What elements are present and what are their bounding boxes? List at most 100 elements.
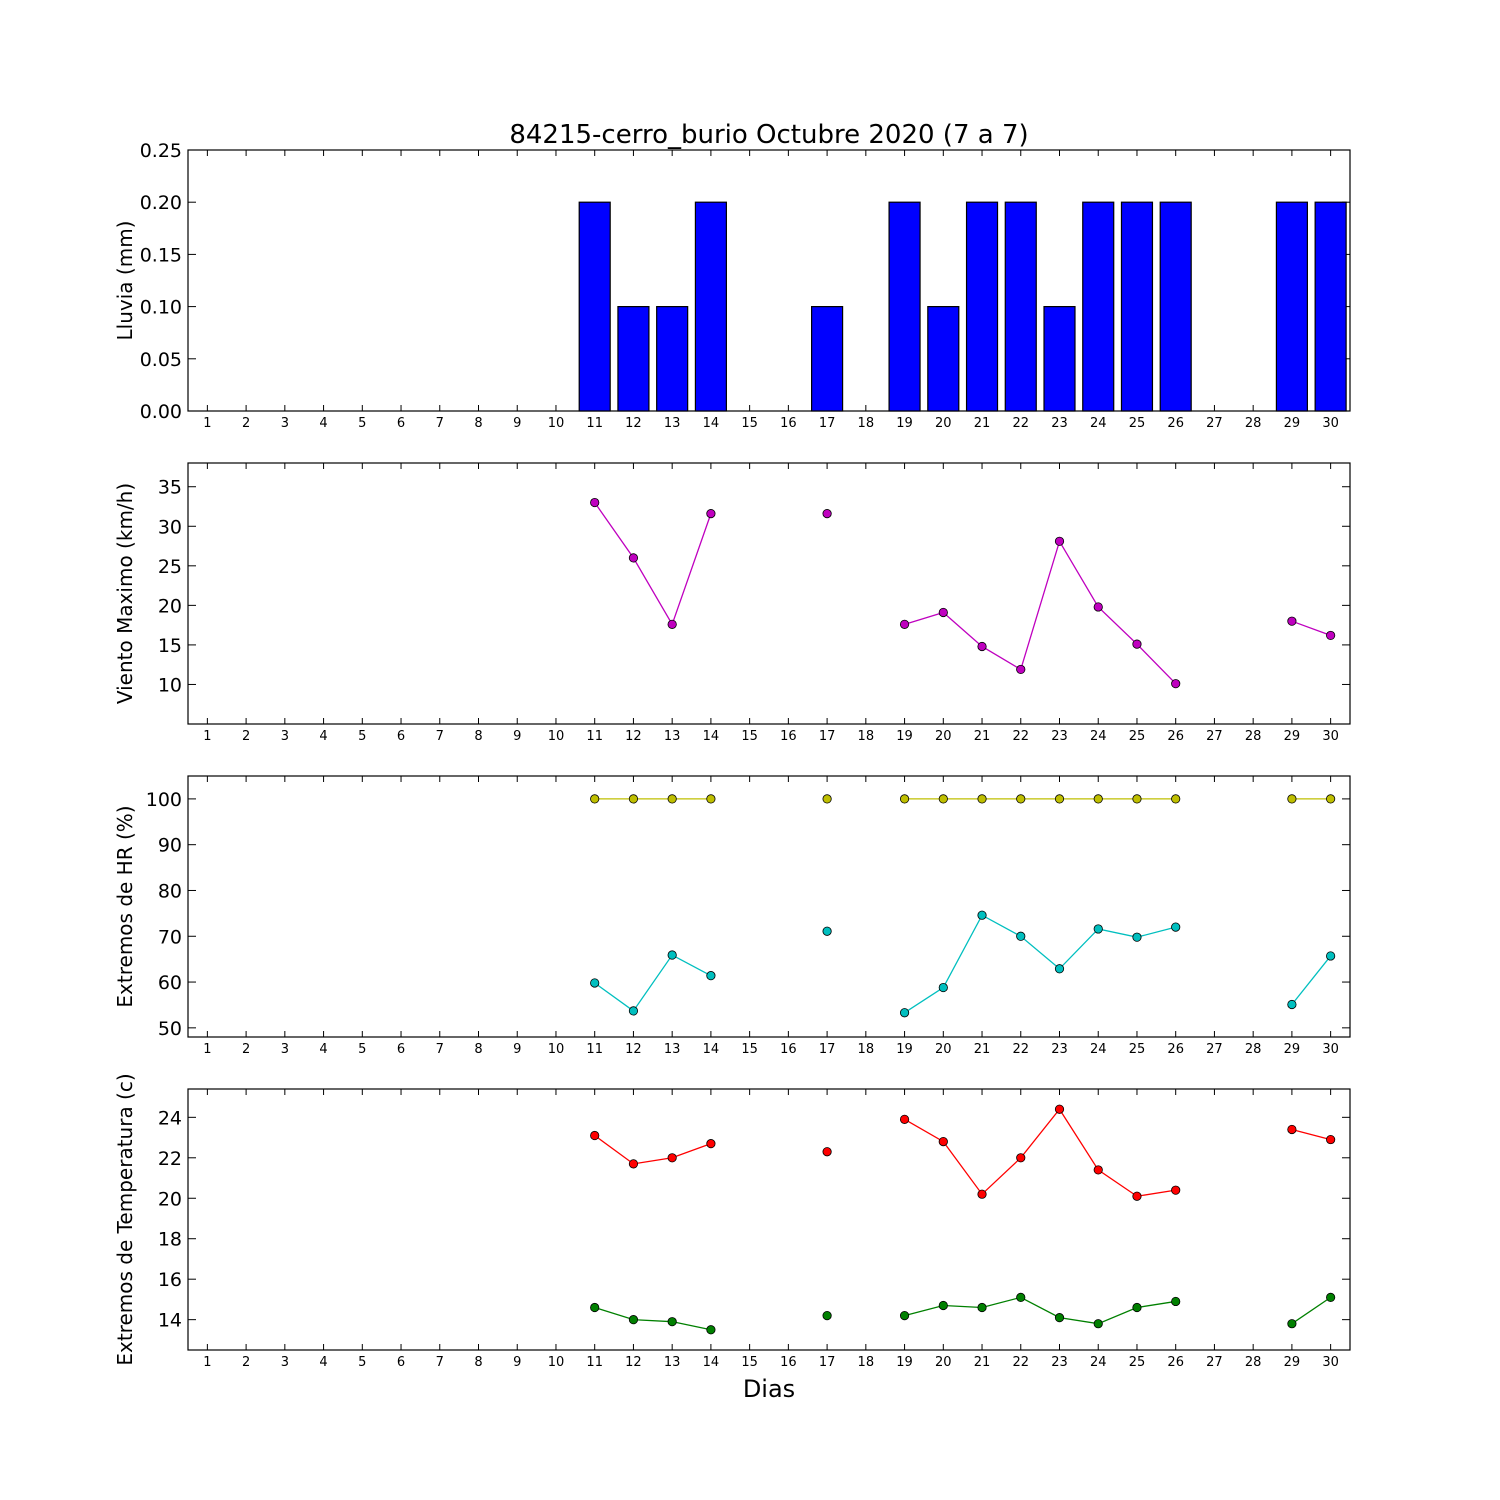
series-1-point-day-29 bbox=[1287, 1124, 1297, 1135]
series-1-point-day-26 bbox=[1171, 679, 1181, 689]
x-tick-label: 24 bbox=[1090, 1355, 1107, 1370]
series-1-point-day-17 bbox=[822, 509, 832, 519]
x-tick-label: 25 bbox=[1129, 729, 1146, 744]
bar-day-12 bbox=[617, 306, 650, 412]
y-tick-label: 80 bbox=[158, 880, 182, 902]
x-tick-label: 18 bbox=[858, 1355, 875, 1370]
x-tick-label: 30 bbox=[1322, 416, 1339, 431]
x-tick-label: 7 bbox=[436, 1042, 444, 1057]
series-1-point-day-12 bbox=[628, 553, 639, 563]
y-axis-label: Lluvia (mm) bbox=[113, 221, 137, 341]
x-tick-label: 11 bbox=[586, 1042, 603, 1057]
x-tick-label: 17 bbox=[819, 1355, 836, 1370]
x-tick-label: 19 bbox=[896, 729, 913, 744]
series-1-point-day-20 bbox=[938, 794, 948, 804]
x-tick-label: 11 bbox=[586, 416, 603, 431]
bar-day-29 bbox=[1275, 201, 1308, 412]
bar-day-20 bbox=[927, 306, 960, 412]
series-2-line bbox=[594, 1306, 712, 1331]
x-tick-label: 13 bbox=[664, 1042, 681, 1057]
series-2-point-day-17 bbox=[822, 1311, 832, 1321]
x-tick-label: 13 bbox=[664, 1355, 681, 1370]
series-1-point-day-29 bbox=[1287, 794, 1297, 804]
x-tick-label: 22 bbox=[1012, 1042, 1029, 1057]
x-tick-label: 10 bbox=[548, 729, 565, 744]
x-tick-label: 22 bbox=[1012, 729, 1029, 744]
x-tick-label: 18 bbox=[858, 729, 875, 744]
x-tick-label: 14 bbox=[703, 416, 720, 431]
y-tick-label: 20 bbox=[158, 1188, 182, 1210]
x-tick-label: 3 bbox=[281, 729, 289, 744]
x-tick-label: 15 bbox=[741, 1042, 758, 1057]
series-2-line bbox=[594, 954, 712, 1012]
series-1-line bbox=[904, 1108, 1176, 1197]
x-tick-label: 14 bbox=[703, 1042, 720, 1057]
series-1-point-day-20 bbox=[938, 607, 948, 618]
y-tick-label: 0.20 bbox=[140, 192, 182, 214]
series-2-point-day-19 bbox=[899, 1008, 910, 1018]
series-1-point-day-21 bbox=[977, 1189, 987, 1199]
series-1-point-day-11 bbox=[590, 794, 600, 804]
x-tick-label: 26 bbox=[1167, 729, 1184, 744]
series-1-point-day-22 bbox=[1016, 794, 1026, 804]
series-1-point-day-30 bbox=[1326, 630, 1336, 641]
x-tick-label: 29 bbox=[1284, 416, 1301, 431]
y-tick-label: 0.05 bbox=[140, 349, 182, 371]
y-tick-label: 20 bbox=[158, 595, 182, 617]
x-tick-label: 2 bbox=[242, 1355, 250, 1370]
x-tick-label: 27 bbox=[1206, 1042, 1223, 1057]
series-1-point-day-25 bbox=[1132, 1191, 1142, 1201]
x-tick-label: 20 bbox=[935, 729, 952, 744]
x-tick-label: 3 bbox=[281, 1042, 289, 1057]
x-tick-label: 1 bbox=[203, 729, 211, 744]
series-1-point-day-11 bbox=[590, 497, 600, 508]
y-tick-label: 35 bbox=[158, 477, 182, 499]
axes-frame bbox=[187, 462, 1351, 725]
series-1-line bbox=[904, 539, 1177, 685]
bar-day-30 bbox=[1314, 201, 1347, 412]
y-tick-label: 70 bbox=[158, 926, 182, 948]
y-axis-label: Extremos de HR (%) bbox=[113, 805, 137, 1007]
series-1-point-day-11 bbox=[590, 1130, 600, 1141]
x-tick-label: 27 bbox=[1206, 1355, 1223, 1370]
series-1-point-day-14 bbox=[706, 794, 716, 804]
series-2-point-day-17 bbox=[822, 926, 832, 936]
x-tick-label: 21 bbox=[974, 1042, 991, 1057]
series-1-point-day-19 bbox=[899, 619, 910, 629]
x-tick-label: 5 bbox=[358, 1355, 366, 1370]
x-tick-label: 16 bbox=[780, 416, 797, 431]
series-1-point-day-14 bbox=[706, 1139, 716, 1149]
series-2-point-day-24 bbox=[1093, 1319, 1103, 1329]
x-tick-label: 22 bbox=[1012, 1355, 1029, 1370]
series-1-point-day-24 bbox=[1093, 1165, 1103, 1175]
x-tick-label: 12 bbox=[625, 729, 642, 744]
x-tick-label: 10 bbox=[548, 1042, 565, 1057]
series-1-point-day-23 bbox=[1054, 794, 1065, 804]
x-tick-label: 16 bbox=[780, 729, 797, 744]
bar-day-17 bbox=[811, 306, 844, 412]
series-2-line bbox=[904, 1296, 1176, 1325]
y-tick-label: 15 bbox=[158, 635, 182, 657]
x-tick-label: 15 bbox=[741, 1355, 758, 1370]
series-1-point-day-12 bbox=[628, 794, 639, 804]
x-tick-label: 25 bbox=[1129, 1042, 1146, 1057]
series-2-point-day-26 bbox=[1171, 922, 1181, 932]
series-2-point-day-23 bbox=[1054, 964, 1065, 974]
y-tick-label: 90 bbox=[158, 835, 182, 857]
x-tick-label: 6 bbox=[397, 416, 405, 431]
x-tick-label: 9 bbox=[513, 729, 521, 744]
x-tick-label: 8 bbox=[474, 416, 482, 431]
series-2-point-day-25 bbox=[1132, 1302, 1142, 1313]
axes-frame bbox=[187, 1088, 1351, 1351]
x-tick-label: 26 bbox=[1167, 1042, 1184, 1057]
x-tick-label: 30 bbox=[1322, 729, 1339, 744]
x-tick-label: 19 bbox=[896, 1355, 913, 1370]
x-tick-label: 8 bbox=[474, 729, 482, 744]
x-tick-label: 9 bbox=[513, 416, 521, 431]
x-tick-label: 24 bbox=[1090, 416, 1107, 431]
x-tick-label: 22 bbox=[1012, 416, 1029, 431]
series-1-point-day-23 bbox=[1054, 536, 1065, 546]
